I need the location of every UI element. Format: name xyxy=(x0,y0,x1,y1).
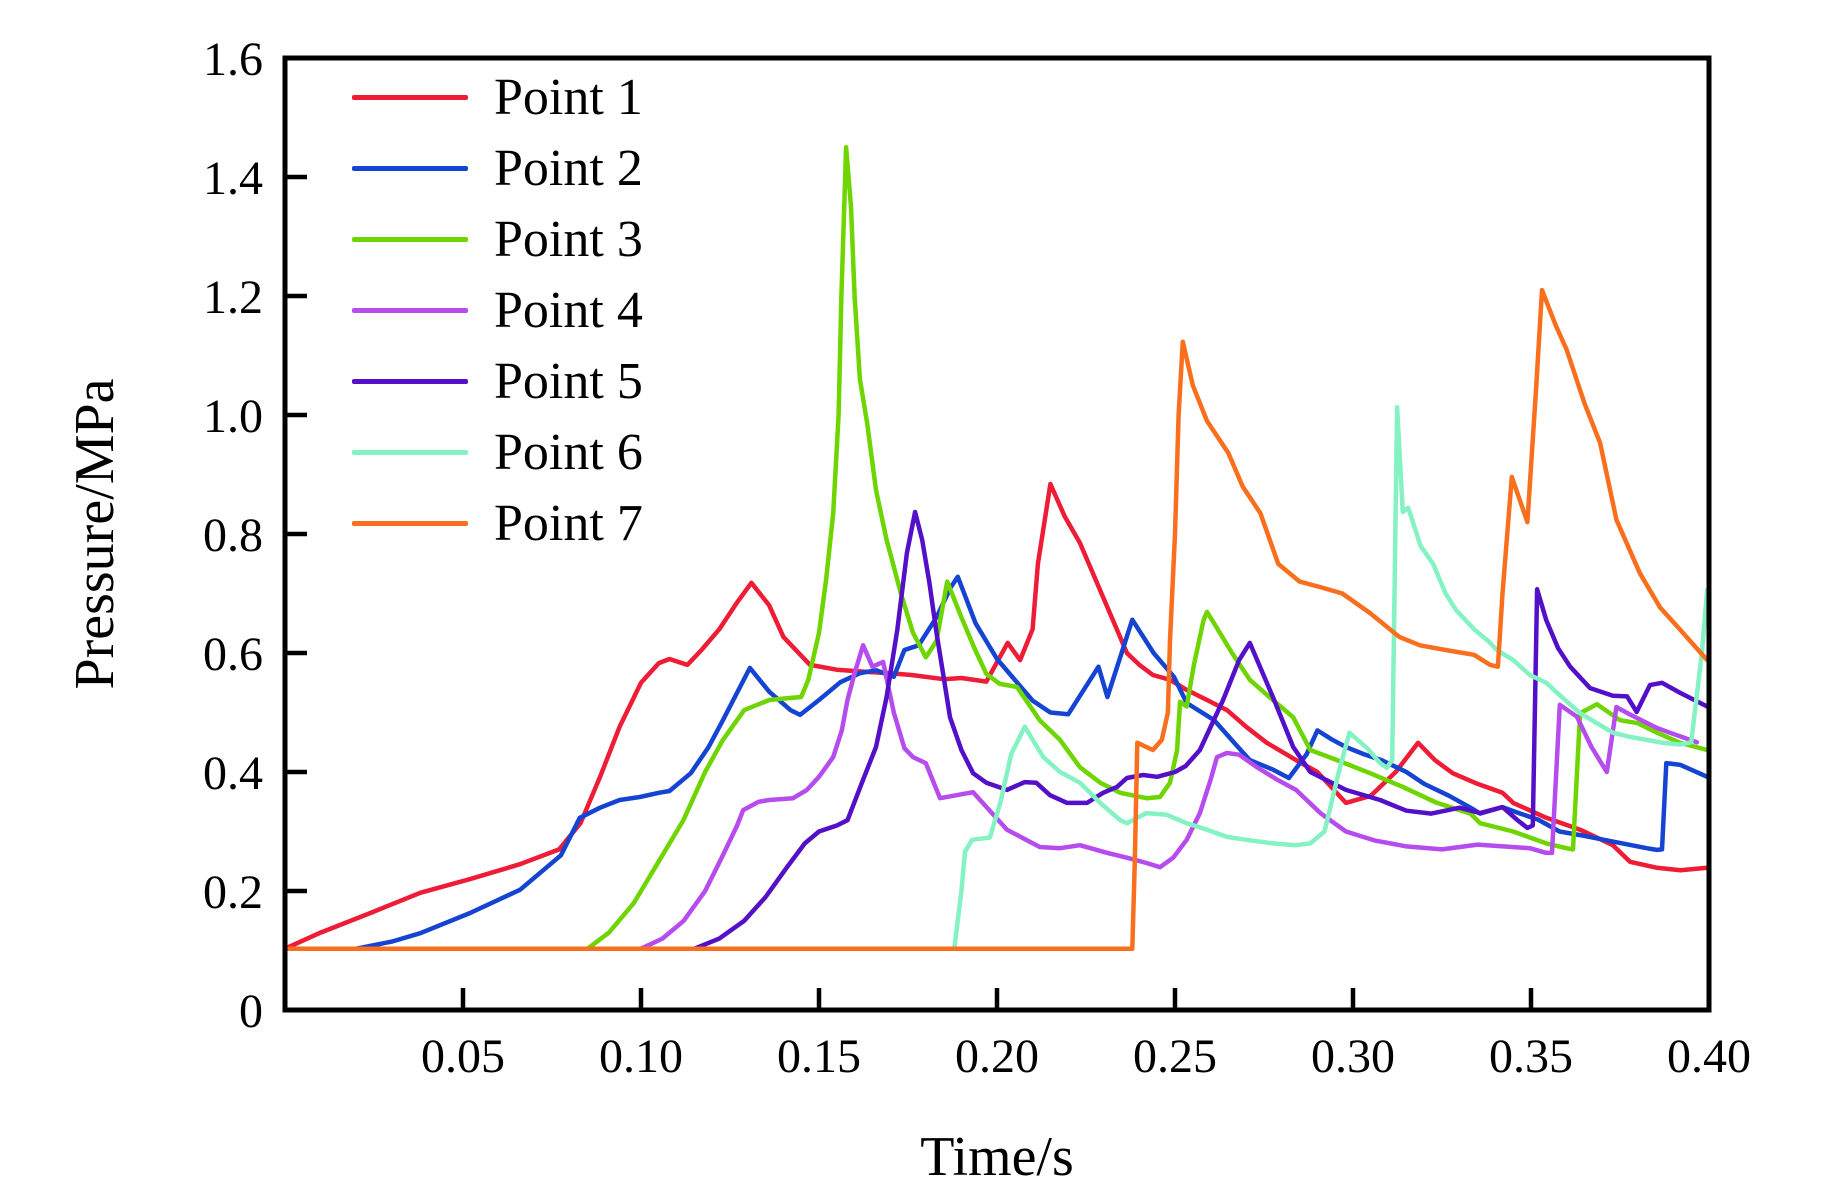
y-tick-label: 1.4 xyxy=(203,152,263,205)
y-tick-label: 0.6 xyxy=(203,628,263,681)
y-axis-title: Pressure/MPa xyxy=(64,378,126,690)
legend-item-point-2: Point 2 xyxy=(352,133,643,204)
legend-item-point-7: Point 7 xyxy=(352,488,643,559)
legend-line-swatch xyxy=(352,95,468,100)
legend-label: Point 3 xyxy=(494,210,643,268)
x-tick-label: 0.40 xyxy=(1667,1030,1751,1083)
y-tick-label: 1.0 xyxy=(203,390,263,443)
legend-item-point-3: Point 3 xyxy=(352,204,643,275)
legend: Point 1 Point 2 Point 3 Point 4 Point 5 … xyxy=(352,62,643,559)
legend-label: Point 7 xyxy=(494,494,643,552)
series-line-point-4 xyxy=(282,643,1700,951)
series-line-point-3 xyxy=(282,145,1710,951)
y-tick-label: 1.6 xyxy=(203,33,263,86)
legend-item-point-5: Point 5 xyxy=(352,346,643,417)
series-line-point-7 xyxy=(282,287,1710,951)
legend-item-point-6: Point 6 xyxy=(352,417,643,488)
legend-line-swatch xyxy=(352,166,468,171)
legend-label: Point 2 xyxy=(494,139,643,197)
x-tick-label: 0.10 xyxy=(599,1030,683,1083)
x-tick-label: 0.35 xyxy=(1489,1030,1573,1083)
legend-label: Point 5 xyxy=(494,352,643,410)
x-tick-label: 0.25 xyxy=(1133,1030,1217,1083)
x-tick-label: 0.05 xyxy=(421,1030,505,1083)
x-tick-label: 0.15 xyxy=(777,1030,861,1083)
y-tick-label: 0 xyxy=(239,985,263,1038)
legend-line-swatch xyxy=(352,450,468,455)
series-line-point-1 xyxy=(282,481,1710,951)
y-tick-label: 1.2 xyxy=(203,271,263,324)
legend-item-point-1: Point 1 xyxy=(352,62,643,133)
series-line-point-2 xyxy=(282,574,1710,951)
legend-line-swatch xyxy=(352,237,468,242)
legend-line-swatch xyxy=(352,521,468,526)
y-tick-label: 0.4 xyxy=(203,747,263,800)
x-axis-title: Time/s xyxy=(920,1126,1074,1188)
legend-label: Point 6 xyxy=(494,423,643,481)
legend-line-swatch xyxy=(352,308,468,313)
legend-item-point-4: Point 4 xyxy=(352,275,643,346)
y-tick-label: 0.2 xyxy=(203,866,263,919)
x-tick-label: 0.20 xyxy=(955,1030,1039,1083)
legend-line-swatch xyxy=(352,379,468,384)
legend-label: Point 4 xyxy=(494,281,643,339)
legend-label: Point 1 xyxy=(494,68,643,126)
x-tick-label: 0.30 xyxy=(1311,1030,1395,1083)
series-line-point-6 xyxy=(282,405,1710,951)
y-tick-label: 0.8 xyxy=(203,509,263,562)
series-line-point-5 xyxy=(282,509,1710,951)
